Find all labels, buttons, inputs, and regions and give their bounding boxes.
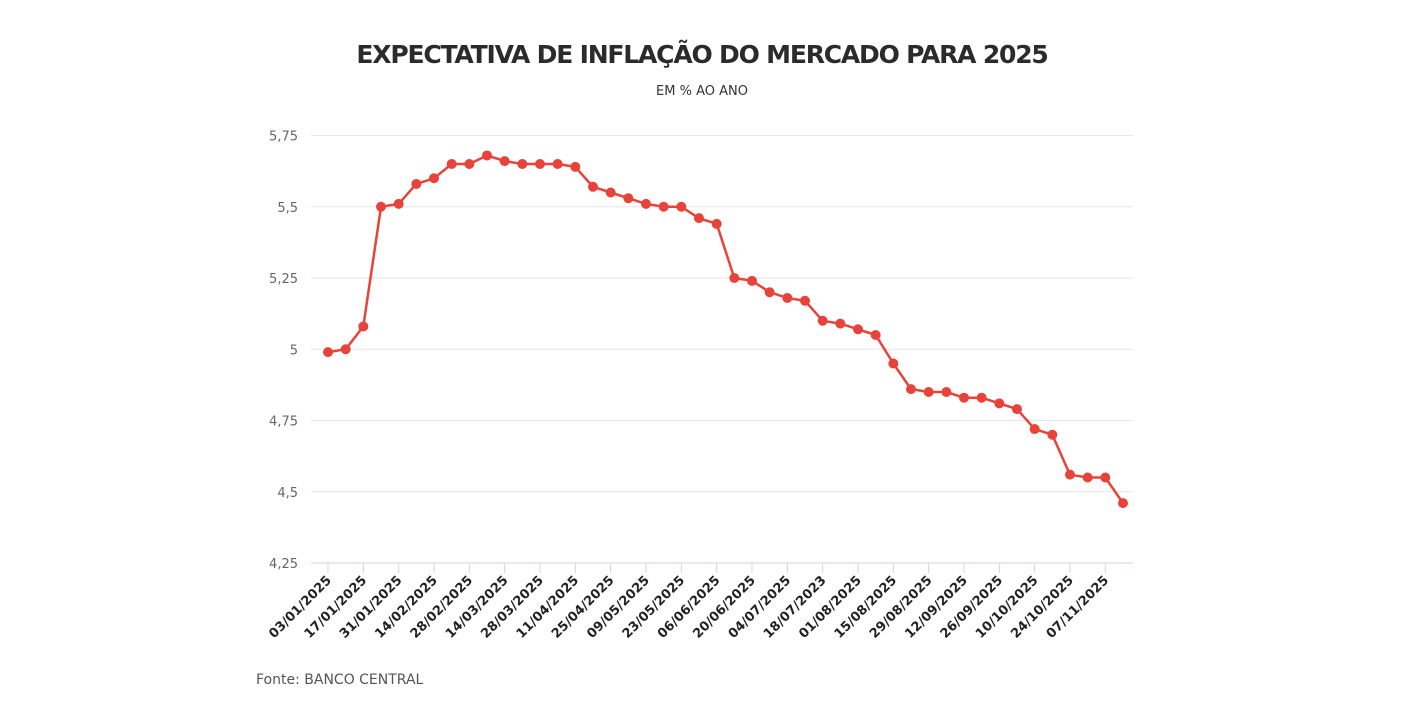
y-tick-label: 5 <box>290 343 298 358</box>
data-point <box>1047 429 1058 440</box>
data-point <box>499 156 510 167</box>
y-tick-label: 4,75 <box>269 415 298 430</box>
y-tick-label: 4,25 <box>269 557 298 572</box>
data-point <box>517 159 528 169</box>
data-point <box>429 173 439 184</box>
data-point <box>906 384 916 395</box>
data-point <box>658 201 669 212</box>
data-point <box>393 198 404 209</box>
data-point <box>764 287 775 298</box>
data-point <box>482 150 492 161</box>
data-point <box>817 315 828 326</box>
data-point <box>711 218 722 229</box>
data-point <box>676 201 687 212</box>
data-point <box>1012 404 1022 415</box>
data-point <box>747 275 757 286</box>
data-point <box>870 330 881 340</box>
data-point <box>941 387 952 397</box>
data-point <box>1082 472 1093 483</box>
data-point <box>1065 469 1075 480</box>
data-point <box>535 159 545 169</box>
data-point <box>340 344 351 355</box>
data-point <box>588 181 598 192</box>
y-tick-label: 4,5 <box>277 486 298 501</box>
data-point <box>623 193 634 204</box>
data-point <box>729 273 740 283</box>
x-tick-label: 07/11/2025 <box>1044 573 1112 641</box>
source-note: Fonte: BANCO CENTRAL <box>256 672 424 688</box>
data-point <box>694 213 704 224</box>
chart-title: EXPECTATIVA DE INFLAÇÃO DO MERCADO PARA … <box>356 40 1048 69</box>
data-point <box>976 392 987 403</box>
data-point <box>959 392 969 403</box>
data-point <box>552 159 563 169</box>
data-point <box>358 321 369 332</box>
data-point <box>411 178 422 189</box>
data-point <box>605 187 616 198</box>
data-point <box>800 295 810 306</box>
data-point <box>446 159 457 169</box>
data-point <box>923 387 934 397</box>
data-point <box>376 201 386 212</box>
data-point <box>835 318 846 329</box>
data-point <box>1029 424 1040 435</box>
y-tick-label: 5,25 <box>269 272 298 287</box>
data-point <box>464 159 475 169</box>
data-point <box>1100 472 1111 483</box>
y-tick-label: 5,5 <box>277 201 298 216</box>
data-point <box>323 347 333 358</box>
data-point <box>570 161 581 172</box>
data-point <box>641 198 651 209</box>
data-point <box>853 324 863 335</box>
data-point <box>782 292 793 303</box>
data-point <box>994 398 1005 409</box>
chart-subtitle: EM % AO ANO <box>656 84 748 99</box>
data-point <box>888 358 899 369</box>
y-tick-label: 5,75 <box>269 130 298 145</box>
series-line <box>327 154 1125 504</box>
data-point <box>1118 498 1128 509</box>
